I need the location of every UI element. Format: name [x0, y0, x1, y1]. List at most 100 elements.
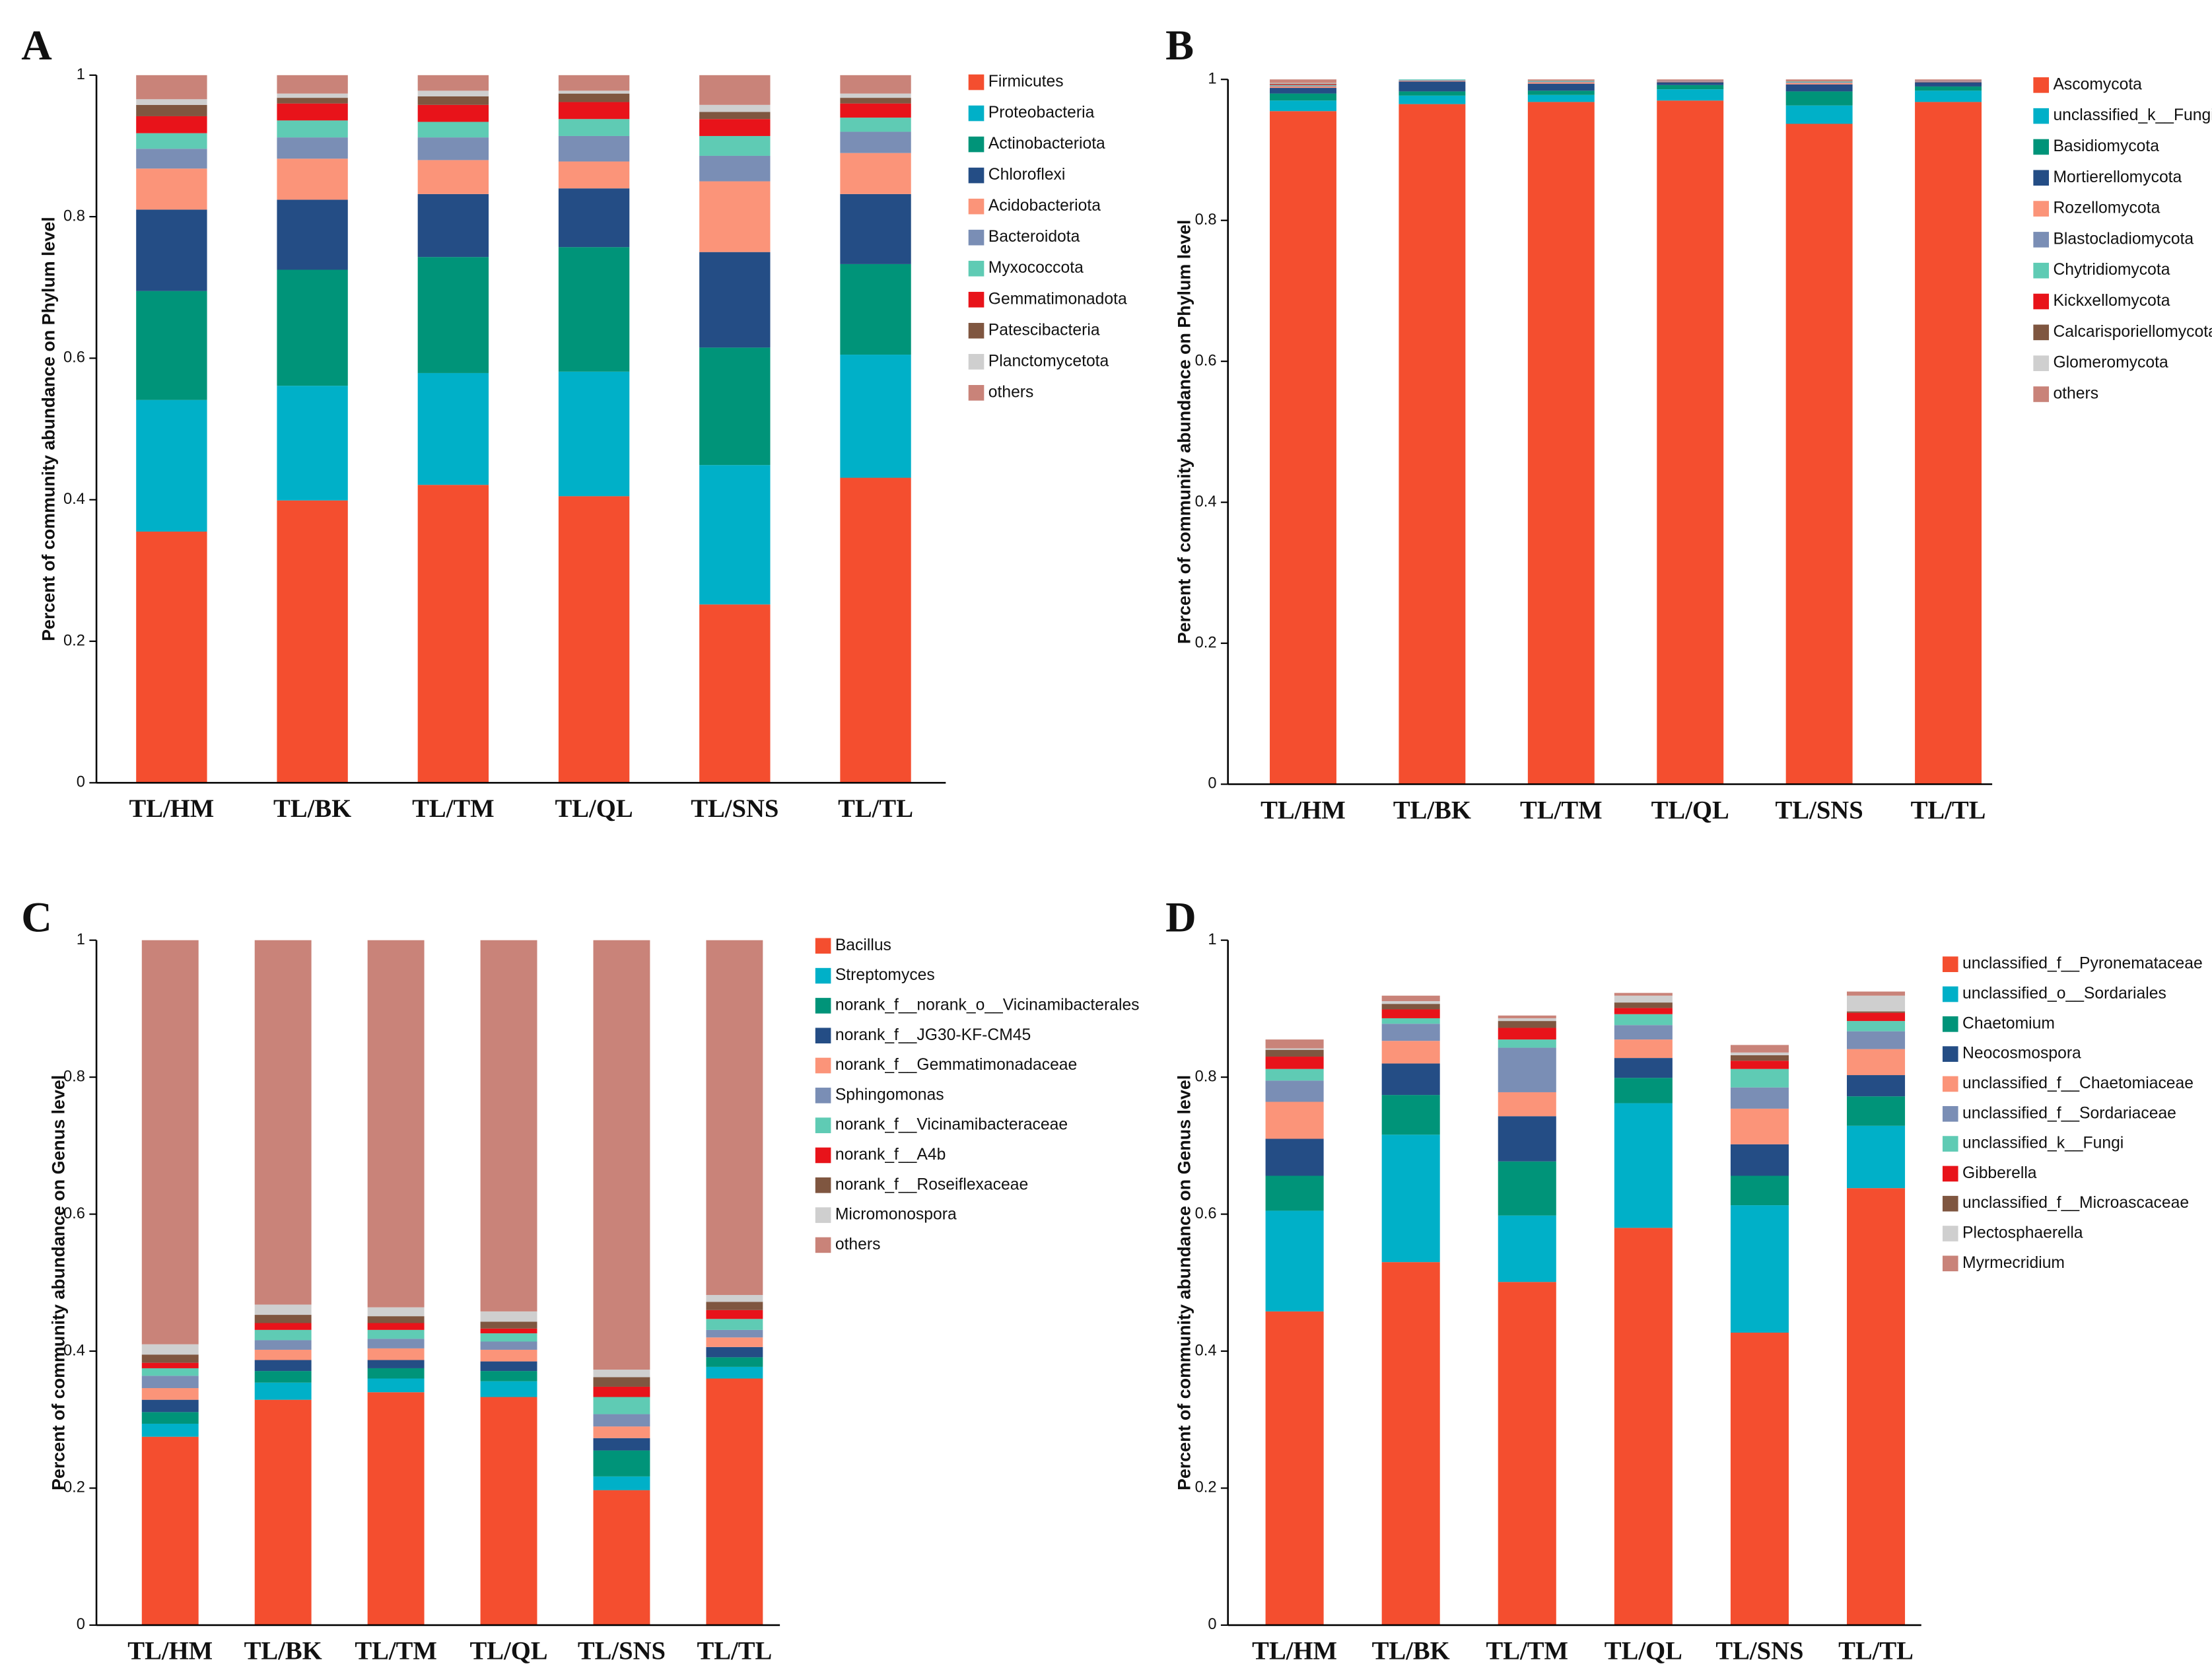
bar-segment: [1614, 1002, 1673, 1008]
y-tick-label: 0: [1208, 775, 1216, 792]
bar-segment: [1498, 1015, 1556, 1018]
bar-segment: [1614, 1014, 1673, 1026]
bar-segment: [480, 1311, 537, 1322]
bar-segment: [1657, 85, 1724, 90]
bar-segment: [1498, 1047, 1556, 1092]
bar-segment: [367, 1307, 425, 1317]
legend-swatch: [815, 1117, 831, 1133]
bar-segment: [1498, 1215, 1556, 1282]
legend-swatch: [968, 353, 985, 370]
legend-label: unclassified_k__Fungi: [2053, 106, 2212, 124]
bar-segment: [1527, 82, 1595, 84]
bar-segment: [480, 1381, 537, 1397]
bar-segment: [480, 1361, 537, 1372]
y-tick-label: 0.8: [63, 207, 85, 225]
bar-segment: [1381, 1018, 1440, 1024]
bar-segment: [480, 1397, 537, 1625]
bar-segment: [367, 1339, 425, 1348]
legend-label: Micromonospora: [835, 1206, 957, 1224]
legend-swatch: [1942, 956, 1958, 973]
bar-segment: [367, 1368, 425, 1379]
bar-segment: [1265, 1080, 1324, 1102]
legend-label: Mortierellomycota: [2053, 168, 2182, 186]
y-axis-label: Percent of community abundance on Phylum…: [1174, 220, 1194, 645]
bar-segment: [706, 1378, 763, 1625]
bar-segment: [367, 1392, 425, 1625]
y-tick-label: 1: [1208, 931, 1216, 948]
legend-label: Kickxellomycota: [2053, 292, 2170, 310]
legend-swatch: [968, 229, 985, 246]
bar-segment: [1399, 104, 1466, 785]
y-tick-label: 0.8: [1195, 211, 1217, 228]
legend-swatch: [1942, 1076, 1958, 1092]
legend-label: Sphingomonas: [835, 1086, 944, 1103]
legend-label: Neocosmospora: [1962, 1045, 2081, 1063]
bar-segment: [1614, 1103, 1673, 1228]
x-tick-label: TL/SNS: [578, 1638, 666, 1665]
bar-segment: [1730, 1055, 1789, 1061]
legend-swatch: [815, 1028, 831, 1044]
x-tick-label: TL/TM: [1486, 1638, 1569, 1665]
y-axis-label: Percent of community abundance on Phylum…: [38, 217, 58, 641]
legend-label: Chloroflexi: [988, 166, 1066, 184]
x-tick-label: TL/HM: [1252, 1638, 1337, 1665]
bar-segment: [1381, 1063, 1440, 1096]
bar-segment: [1381, 1004, 1440, 1010]
x-tick-label: TL/QL: [469, 1638, 547, 1665]
bar-segment: [1265, 1311, 1324, 1625]
bar-segment: [840, 477, 911, 783]
legend-label: Ascomycota: [2053, 75, 2142, 93]
bar-segment: [1614, 1025, 1673, 1040]
bar-segment: [558, 188, 630, 248]
y-tick-label: 0.4: [1195, 1342, 1217, 1359]
bar-segment: [1614, 1039, 1673, 1059]
y-tick-label: 0.2: [1195, 634, 1217, 651]
bar-segment: [1785, 81, 1853, 83]
bar-segment: [593, 1397, 650, 1415]
bar-segment: [141, 1368, 199, 1376]
bar-segment: [699, 119, 771, 136]
bar-segment: [417, 485, 489, 783]
legend-label: Basidiomycota: [2053, 137, 2159, 155]
legend-label: Bacteroidota: [988, 228, 1080, 246]
legend-swatch: [1942, 1105, 1958, 1122]
bar-segment: [1847, 1075, 1906, 1097]
bar-segment: [558, 90, 630, 94]
legend-swatch: [2033, 77, 2050, 93]
legend-swatch: [2033, 324, 2050, 341]
bar-segment: [706, 940, 763, 1295]
bar-segment: [254, 1399, 312, 1625]
x-tick-label: TL/HM: [129, 795, 214, 823]
x-tick-label: TL/SNS: [1776, 796, 1863, 824]
bar-segment: [1265, 1048, 1324, 1050]
legend-label: others: [835, 1236, 881, 1253]
bar-segment: [1847, 1096, 1906, 1126]
bar-segment: [1381, 1001, 1440, 1004]
y-tick-label: 1: [77, 931, 85, 948]
bar-segment: [1730, 1087, 1789, 1109]
bar-segment: [1265, 1138, 1324, 1176]
bar-segment: [1657, 100, 1724, 785]
bar-segment: [1265, 1057, 1324, 1069]
bar-segment: [254, 1371, 312, 1383]
bar-segment: [1527, 83, 1595, 91]
bar-segment: [699, 135, 771, 156]
legend-swatch: [815, 938, 831, 954]
bar-segment: [593, 940, 650, 1370]
x-tick-label: TL/SNS: [691, 795, 778, 823]
bar-segment: [706, 1366, 763, 1379]
y-axis-label: Percent of community abundance on Genus …: [48, 1075, 68, 1490]
bar-segment: [367, 1348, 425, 1360]
bar-segment: [706, 1329, 763, 1338]
bar-segment: [254, 1349, 312, 1360]
legend-label: Streptomyces: [835, 966, 935, 984]
bar-segment: [1730, 1068, 1789, 1088]
bar-segment: [277, 103, 348, 121]
bar-segment: [1614, 993, 1673, 996]
bar-segment: [417, 137, 489, 160]
legend-label: others: [2053, 384, 2098, 402]
bar-segment: [254, 1329, 312, 1341]
bar-segment: [840, 93, 911, 98]
bar-segment: [593, 1414, 650, 1427]
bar-segment: [1270, 86, 1336, 88]
